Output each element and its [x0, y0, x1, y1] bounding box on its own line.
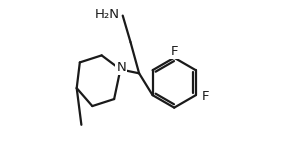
Text: F: F [170, 45, 178, 58]
Text: N: N [116, 61, 126, 74]
Text: F: F [202, 90, 210, 103]
Text: H₂N: H₂N [95, 8, 120, 21]
